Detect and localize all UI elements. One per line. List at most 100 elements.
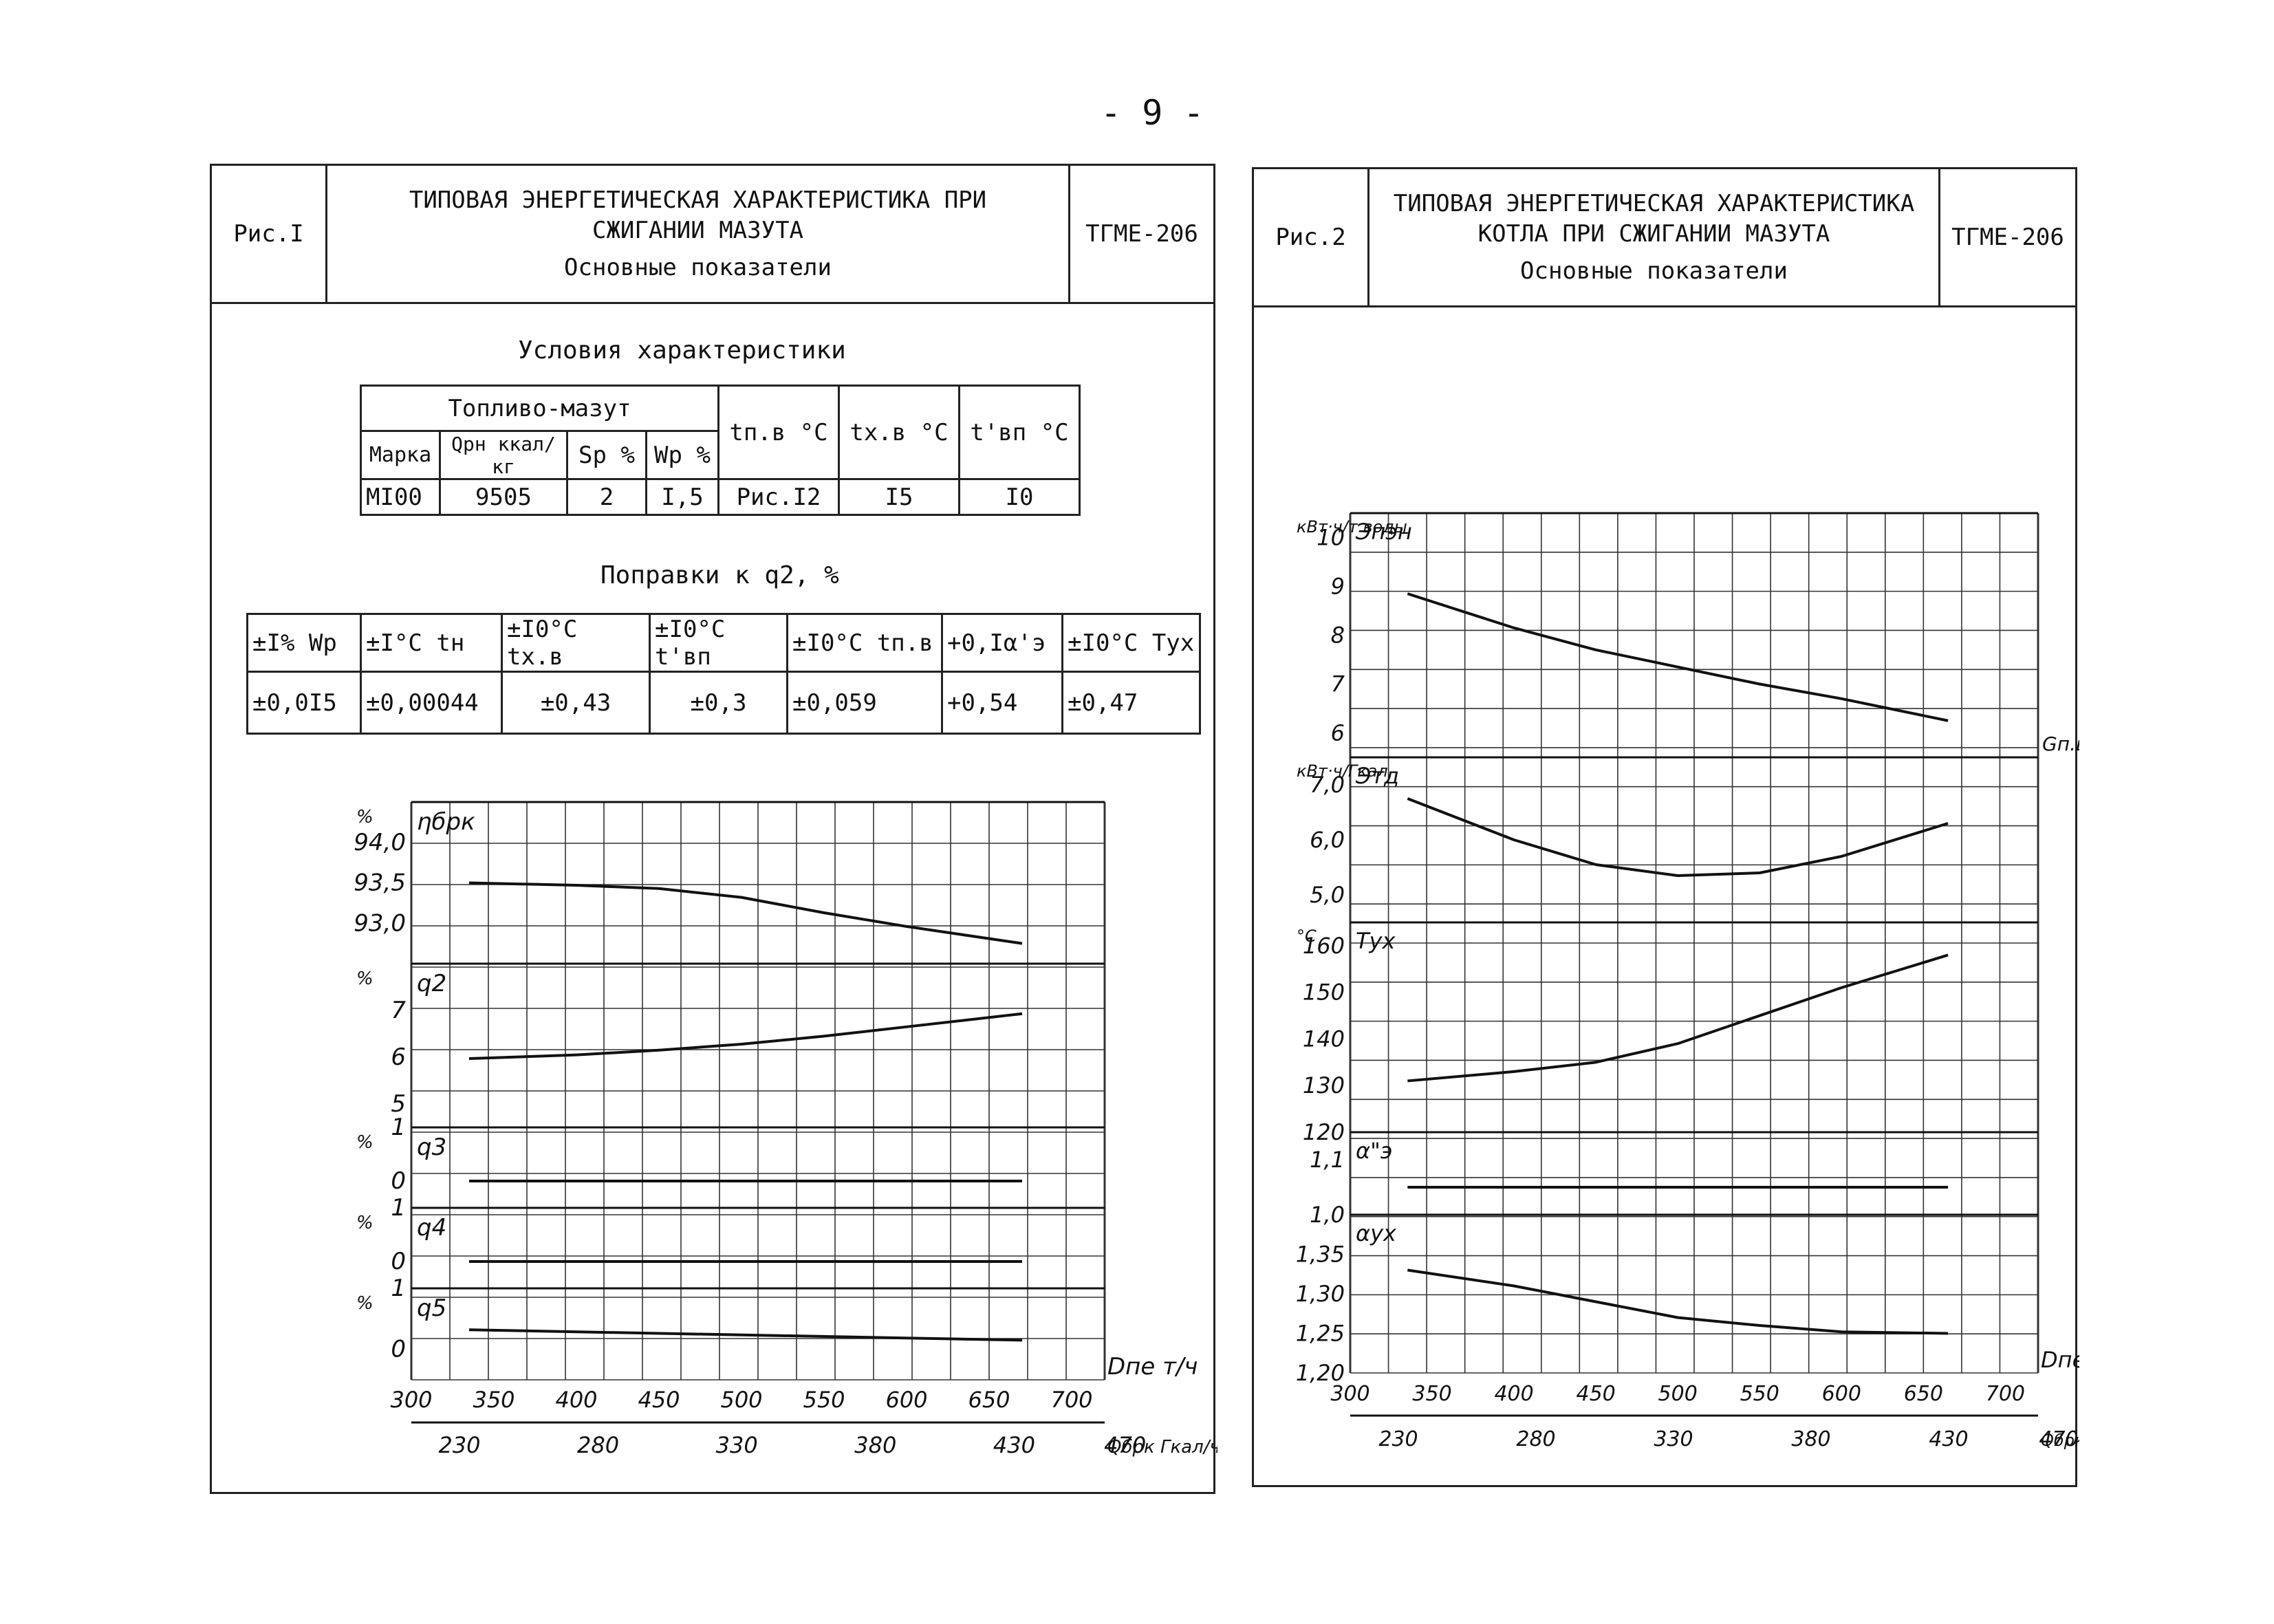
panel-unit: % — [356, 968, 373, 989]
figure-1-label: Рис.I — [233, 220, 304, 248]
x-tick-label: 300 — [390, 1387, 432, 1413]
y-tick-label: 10 — [1317, 525, 1345, 551]
corrections-table: ±I% Wр ±I°C tн ±I0°C tх.в ±I0°C t'вп ±I0… — [246, 613, 1201, 735]
corr-value-0: ±0,0I5 — [246, 671, 362, 735]
corr-header-6: ±I0°C Тух — [1061, 613, 1201, 673]
x-tick-label: 450 — [1577, 1382, 1616, 1406]
figure-1-header: Рис.I ТИПОВАЯ ЭНЕРГЕТИЧЕСКАЯ ХАРАКТЕРИСТ… — [212, 166, 1213, 304]
corr-value-2: ±0,43 — [501, 671, 651, 735]
marka-value: МI00 — [360, 478, 441, 516]
figure-2-label: Рис.2 — [1275, 224, 1346, 251]
x-tick-label: 550 — [803, 1387, 845, 1413]
figure-1-code: ТГМЕ-206 — [1068, 166, 1213, 302]
figure-2-frame: Рис.2 ТИПОВАЯ ЭНЕРГЕТИЧЕСКАЯ ХАРАКТЕРИСТ… — [1252, 167, 2079, 1487]
panel-unit: % — [356, 807, 373, 827]
y-tick-label: 9 — [1331, 574, 1345, 600]
q-tick-label: 230 — [1378, 1427, 1418, 1451]
x-tick-label: 650 — [968, 1387, 1010, 1413]
figure-2-title-line1: ТИПОВАЯ ЭНЕРГЕТИЧЕСКАЯ ХАРАКТЕРИСТИКА — [1393, 189, 1915, 217]
s-header: Sр % — [566, 430, 647, 480]
corr-header-2: ±I0°C tх.в — [501, 613, 651, 673]
conditions-table: Топливо-мазут tп.в °C tх.в °C t'вп °C Ма… — [360, 385, 1081, 516]
y-tick-label: 1 — [391, 1114, 406, 1141]
tvp-header: t'вп °C — [958, 385, 1081, 480]
panel-unit: кВт·ч/Гкал — [1297, 761, 1388, 781]
x-tick-label: 500 — [720, 1387, 762, 1413]
q-tick-label: 470 — [2039, 1427, 2078, 1451]
q-tick-label: 430 — [993, 1432, 1035, 1458]
y-tick-label: 93,5 — [354, 869, 406, 897]
q-tick-label: 330 — [716, 1432, 758, 1458]
panel-label: Этд — [1355, 763, 1399, 789]
tvp-value: I0 — [958, 478, 1081, 516]
y-tick-label: 1,1 — [1310, 1147, 1345, 1173]
y-tick-label: 7 — [391, 997, 406, 1024]
y-tick-label: 120 — [1303, 1119, 1345, 1145]
y-tick-label: 6 — [391, 1043, 406, 1071]
panel-label: ηбрк — [417, 808, 475, 836]
x-tick-label: 350 — [1412, 1382, 1451, 1406]
q-tick-label: 380 — [854, 1432, 896, 1458]
y-tick-label: 1,35 — [1296, 1242, 1345, 1268]
panel-unit: % — [356, 1132, 373, 1153]
series-line — [468, 1012, 1023, 1061]
corrections-title: Поправки к q2, % — [600, 561, 839, 589]
y-tick-label: 1,25 — [1296, 1321, 1345, 1347]
x-axis-label-bottom: Qбрк Гкал/ч — [1107, 1437, 1217, 1458]
corr-value-3: ±0,3 — [649, 671, 788, 735]
panel-label: q5 — [417, 1295, 446, 1322]
txv-value: I5 — [838, 478, 960, 516]
series-line — [468, 1328, 1023, 1342]
x-tick-label: 400 — [555, 1387, 597, 1413]
y-tick-label: 0 — [391, 1167, 406, 1195]
figure-2-subtitle: Основные показатели — [1520, 257, 1788, 285]
corr-header-1: ±I°C tн — [360, 613, 503, 673]
panel-label: Эпэн — [1355, 519, 1412, 545]
y-tick-label: 160 — [1303, 933, 1345, 959]
page-number: - 9 - — [1101, 93, 1204, 133]
figure-1-title-line2: СЖИГАНИИ МАЗУТА — [592, 216, 804, 244]
y-tick-label: 1,0 — [1310, 1202, 1345, 1228]
series-line — [1407, 1268, 1949, 1335]
y-tick-label: 7,0 — [1310, 772, 1345, 798]
txv-header: tх.в °C — [838, 385, 960, 480]
corr-value-4: ±0,059 — [786, 671, 943, 735]
q-tick-label: 280 — [1516, 1427, 1555, 1451]
series-line — [1407, 797, 1949, 877]
x-tick-label: 700 — [1986, 1382, 2025, 1406]
x-tick-label: 500 — [1658, 1382, 1698, 1406]
panel-label: αух — [1356, 1220, 1397, 1246]
q-value: 9505 — [439, 478, 568, 516]
q-tick-label: 470 — [1104, 1432, 1146, 1458]
conditions-title: Условия характеристики — [518, 336, 846, 365]
figure-1-title-line1: ТИПОВАЯ ЭНЕРГЕТИЧЕСКАЯ ХАРАКТЕРИСТИКА ПР… — [409, 186, 987, 214]
panel-label: Тух — [1356, 928, 1396, 954]
x-tick-label: 450 — [638, 1387, 680, 1413]
q-tick-label: 230 — [438, 1432, 480, 1458]
figure-2-title-line2: КОТЛА ПРИ СЖИГАНИИ МАЗУТА — [1477, 219, 1830, 248]
corr-value-6: ±0,47 — [1061, 671, 1201, 735]
w-header: Wр % — [645, 430, 719, 480]
panel-label: q2 — [417, 970, 446, 997]
marka-header: Марка — [360, 430, 441, 480]
y-tick-label: 140 — [1303, 1026, 1345, 1052]
figure-2-header: Рис.2 ТИПОВАЯ ЭНЕРГЕТИЧЕСКАЯ ХАРАКТЕРИСТ… — [1254, 169, 2075, 307]
y-tick-label: 94,0 — [354, 829, 406, 856]
y-tick-label: 130 — [1303, 1072, 1345, 1098]
q-tick-label: 330 — [1654, 1427, 1693, 1451]
y-tick-label: 6,0 — [1310, 827, 1345, 853]
figure-2-code: ТГМЕ-206 — [1938, 169, 2075, 305]
x-tick-label: 550 — [1740, 1382, 1779, 1406]
series-line — [1407, 953, 1949, 1083]
panel-unit: % — [356, 1213, 373, 1233]
x-axis-label-top: Dпе т/ч — [1107, 1353, 1198, 1381]
series-line — [468, 881, 1023, 945]
panel-unit: % — [356, 1293, 373, 1314]
y-tick-label: 93,0 — [354, 909, 406, 937]
y-tick-label: 0 — [391, 1336, 406, 1363]
x-tick-label: 400 — [1494, 1382, 1533, 1406]
x-tick-label: 650 — [1904, 1382, 1943, 1406]
figure-1-title: ТИПОВАЯ ЭНЕРГЕТИЧЕСКАЯ ХАРАКТЕРИСТИКА ПР… — [325, 166, 1068, 302]
x-axis-label-bottom: Qбрк Гкал/ч — [2041, 1431, 2079, 1450]
